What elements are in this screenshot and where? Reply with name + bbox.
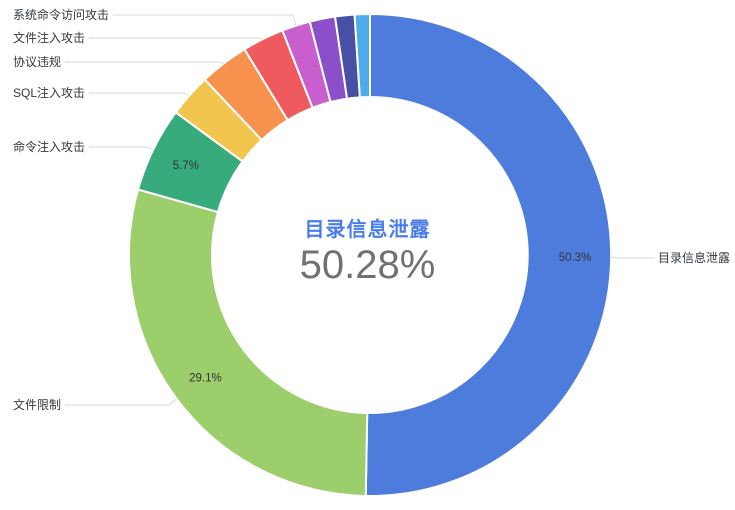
slice-percentage-label-0: 50.3% — [559, 252, 592, 264]
slice-name-label-4: 协议违规 — [13, 54, 61, 69]
label-leader-line-2 — [89, 146, 154, 150]
label-leader-line-0 — [610, 256, 654, 259]
slice-name-label-3: SQL注入攻击 — [13, 85, 85, 100]
label-leader-line-5 — [89, 37, 264, 40]
slice-name-label-6: 系统命令访问攻击 — [13, 7, 109, 22]
slice-percentage-label-2: 5.7% — [173, 160, 199, 172]
label-leader-line-1 — [65, 398, 177, 406]
slice-name-label-0: 目录信息泄露 — [658, 250, 730, 265]
pie-slice-9[interactable] — [353, 12, 371, 99]
pie-slice-1[interactable] — [128, 188, 369, 497]
slice-name-label-1: 文件限制 — [13, 397, 61, 412]
label-leader-line-6 — [113, 14, 297, 26]
label-leader-line-3 — [89, 92, 190, 96]
label-leader-line-4 — [65, 61, 224, 64]
slice-name-label-5: 文件注入攻击 — [13, 30, 85, 45]
slice-percentage-label-1: 29.1% — [189, 372, 222, 384]
pie-slice-0[interactable] — [364, 13, 613, 497]
slice-name-label-2: 命令注入攻击 — [13, 139, 85, 154]
